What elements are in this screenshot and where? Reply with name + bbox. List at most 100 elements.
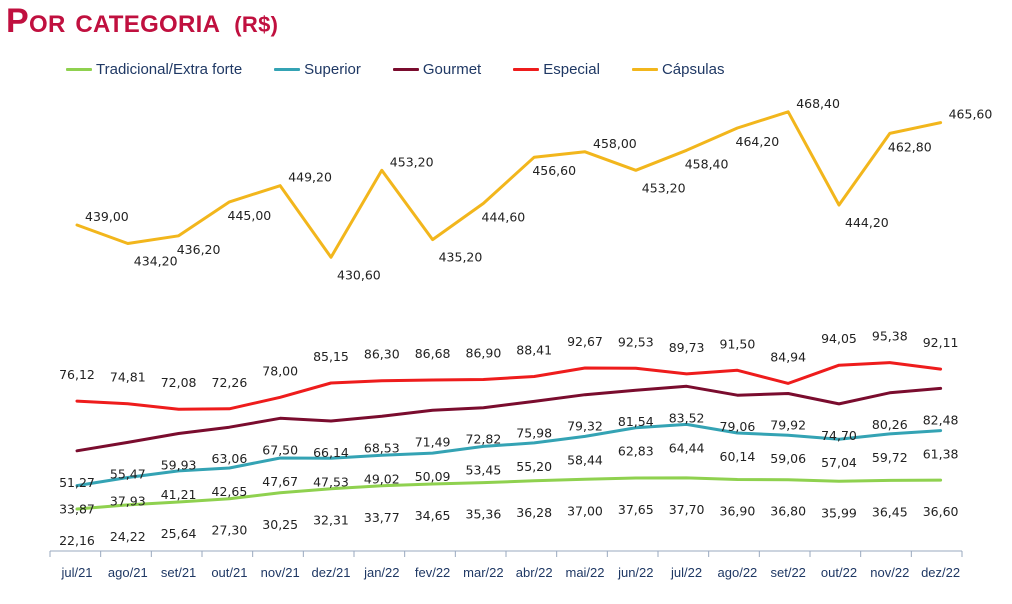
data-label: 59,93 <box>161 457 197 472</box>
legend-label: Especial <box>543 61 600 78</box>
data-label: 60,14 <box>720 449 756 464</box>
data-label: 35,99 <box>821 505 857 520</box>
data-label: 92,67 <box>567 334 603 349</box>
data-label: 449,20 <box>288 170 332 185</box>
x-tick-label: abr/22 <box>516 565 553 580</box>
legend-item: Tradicional/Extra forte <box>66 61 242 78</box>
data-label: 22,16 <box>59 533 95 548</box>
data-label: 79,06 <box>720 419 756 434</box>
data-label: 439,00 <box>85 209 129 224</box>
legend-item: Superior <box>274 61 361 78</box>
data-label: 61,38 <box>923 447 959 462</box>
legend-swatch <box>631 68 658 71</box>
data-label: 75,98 <box>516 425 552 440</box>
data-label: 465,60 <box>949 107 993 122</box>
x-tick-label: dez/22 <box>921 565 960 580</box>
x-tick-label: jun/22 <box>617 565 653 580</box>
data-label: 25,64 <box>161 526 197 541</box>
data-label: 63,06 <box>212 451 248 466</box>
legend-item: Cápsulas <box>631 61 725 78</box>
data-label: 84,94 <box>770 349 806 364</box>
data-label: 91,50 <box>720 336 756 351</box>
data-label: 36,60 <box>923 504 959 519</box>
data-label: 86,30 <box>364 347 400 362</box>
x-tick-label: ago/21 <box>108 565 148 580</box>
series-line <box>75 422 943 488</box>
legend-label: Gourmet <box>422 61 482 78</box>
series-line <box>75 476 943 511</box>
data-label: 86,90 <box>466 346 502 361</box>
data-label: 55,20 <box>516 459 552 474</box>
data-label: 462,80 <box>888 139 932 154</box>
data-label: 468,40 <box>796 96 840 111</box>
chart-title-unit: (R$) <box>234 12 279 37</box>
data-label: 51,27 <box>59 475 95 490</box>
x-tick-label: set/21 <box>161 565 196 580</box>
data-label: 92,11 <box>923 335 959 350</box>
data-label: 47,53 <box>313 474 349 489</box>
x-tick-label: ago/22 <box>718 565 758 580</box>
data-label: 444,20 <box>845 215 889 230</box>
data-label: 434,20 <box>134 253 178 268</box>
series-line <box>75 110 943 259</box>
data-label: 92,53 <box>618 334 654 349</box>
data-label: 72,82 <box>466 432 502 447</box>
x-tick-label: set/22 <box>770 565 805 580</box>
data-label: 35,36 <box>466 507 502 522</box>
data-label: 86,68 <box>415 346 451 361</box>
data-label: 85,15 <box>313 349 349 364</box>
x-tick-label: mar/22 <box>463 565 503 580</box>
data-label: 34,65 <box>415 508 451 523</box>
data-label: 83,52 <box>669 410 705 425</box>
x-tick-label: dez/21 <box>311 565 350 580</box>
data-label: 94,05 <box>821 331 857 346</box>
data-label: 47,67 <box>262 474 298 489</box>
data-label: 453,20 <box>642 180 686 195</box>
data-label: 36,28 <box>516 505 552 520</box>
x-tick-label: jan/22 <box>363 565 399 580</box>
x-tick-label: mai/22 <box>565 565 604 580</box>
data-label: 430,60 <box>337 267 381 282</box>
data-label: 89,73 <box>669 340 705 355</box>
data-label: 62,83 <box>618 444 654 459</box>
data-label: 59,06 <box>770 451 806 466</box>
data-label: 74,70 <box>821 428 857 443</box>
data-label: 71,49 <box>415 434 451 449</box>
series-line <box>75 361 943 411</box>
data-label: 64,44 <box>669 440 705 455</box>
chart-legend: Tradicional/Extra forte Superior Gourmet Es… <box>66 61 724 78</box>
data-label: 76,12 <box>59 367 95 382</box>
data-label: 74,81 <box>110 370 146 385</box>
data-label: 36,90 <box>720 504 756 519</box>
data-label: 49,02 <box>364 471 400 486</box>
data-label: 68,53 <box>364 440 400 455</box>
series-line <box>75 384 943 453</box>
legend-swatch <box>392 68 419 71</box>
data-label: 72,26 <box>212 375 248 390</box>
data-label: 456,60 <box>532 163 576 178</box>
data-label: 32,31 <box>313 513 349 528</box>
data-label: 50,09 <box>415 469 451 484</box>
data-label: 445,00 <box>228 208 272 223</box>
data-label: 80,26 <box>872 417 908 432</box>
data-label: 36,45 <box>872 504 908 519</box>
data-label: 37,70 <box>669 502 705 517</box>
data-label: 79,92 <box>770 417 806 432</box>
legend-item: Especial <box>513 61 600 78</box>
data-label: 78,00 <box>262 363 298 378</box>
x-tick-label: out/22 <box>821 565 857 580</box>
data-label: 436,20 <box>177 242 221 257</box>
legend-swatch <box>513 68 540 71</box>
data-label: 88,41 <box>516 343 552 358</box>
data-label: 37,65 <box>618 502 654 517</box>
data-label: 33,87 <box>59 502 95 517</box>
legend-label: Tradicional/Extra forte <box>96 61 243 78</box>
x-tick-label: nov/21 <box>261 565 300 580</box>
data-label: 458,00 <box>593 136 637 151</box>
data-label: 67,50 <box>262 442 298 457</box>
legend-swatch <box>274 68 301 71</box>
x-tick-label: jul/22 <box>670 565 702 580</box>
data-label: 42,65 <box>212 484 248 499</box>
legend-label: Cápsulas <box>661 61 725 78</box>
